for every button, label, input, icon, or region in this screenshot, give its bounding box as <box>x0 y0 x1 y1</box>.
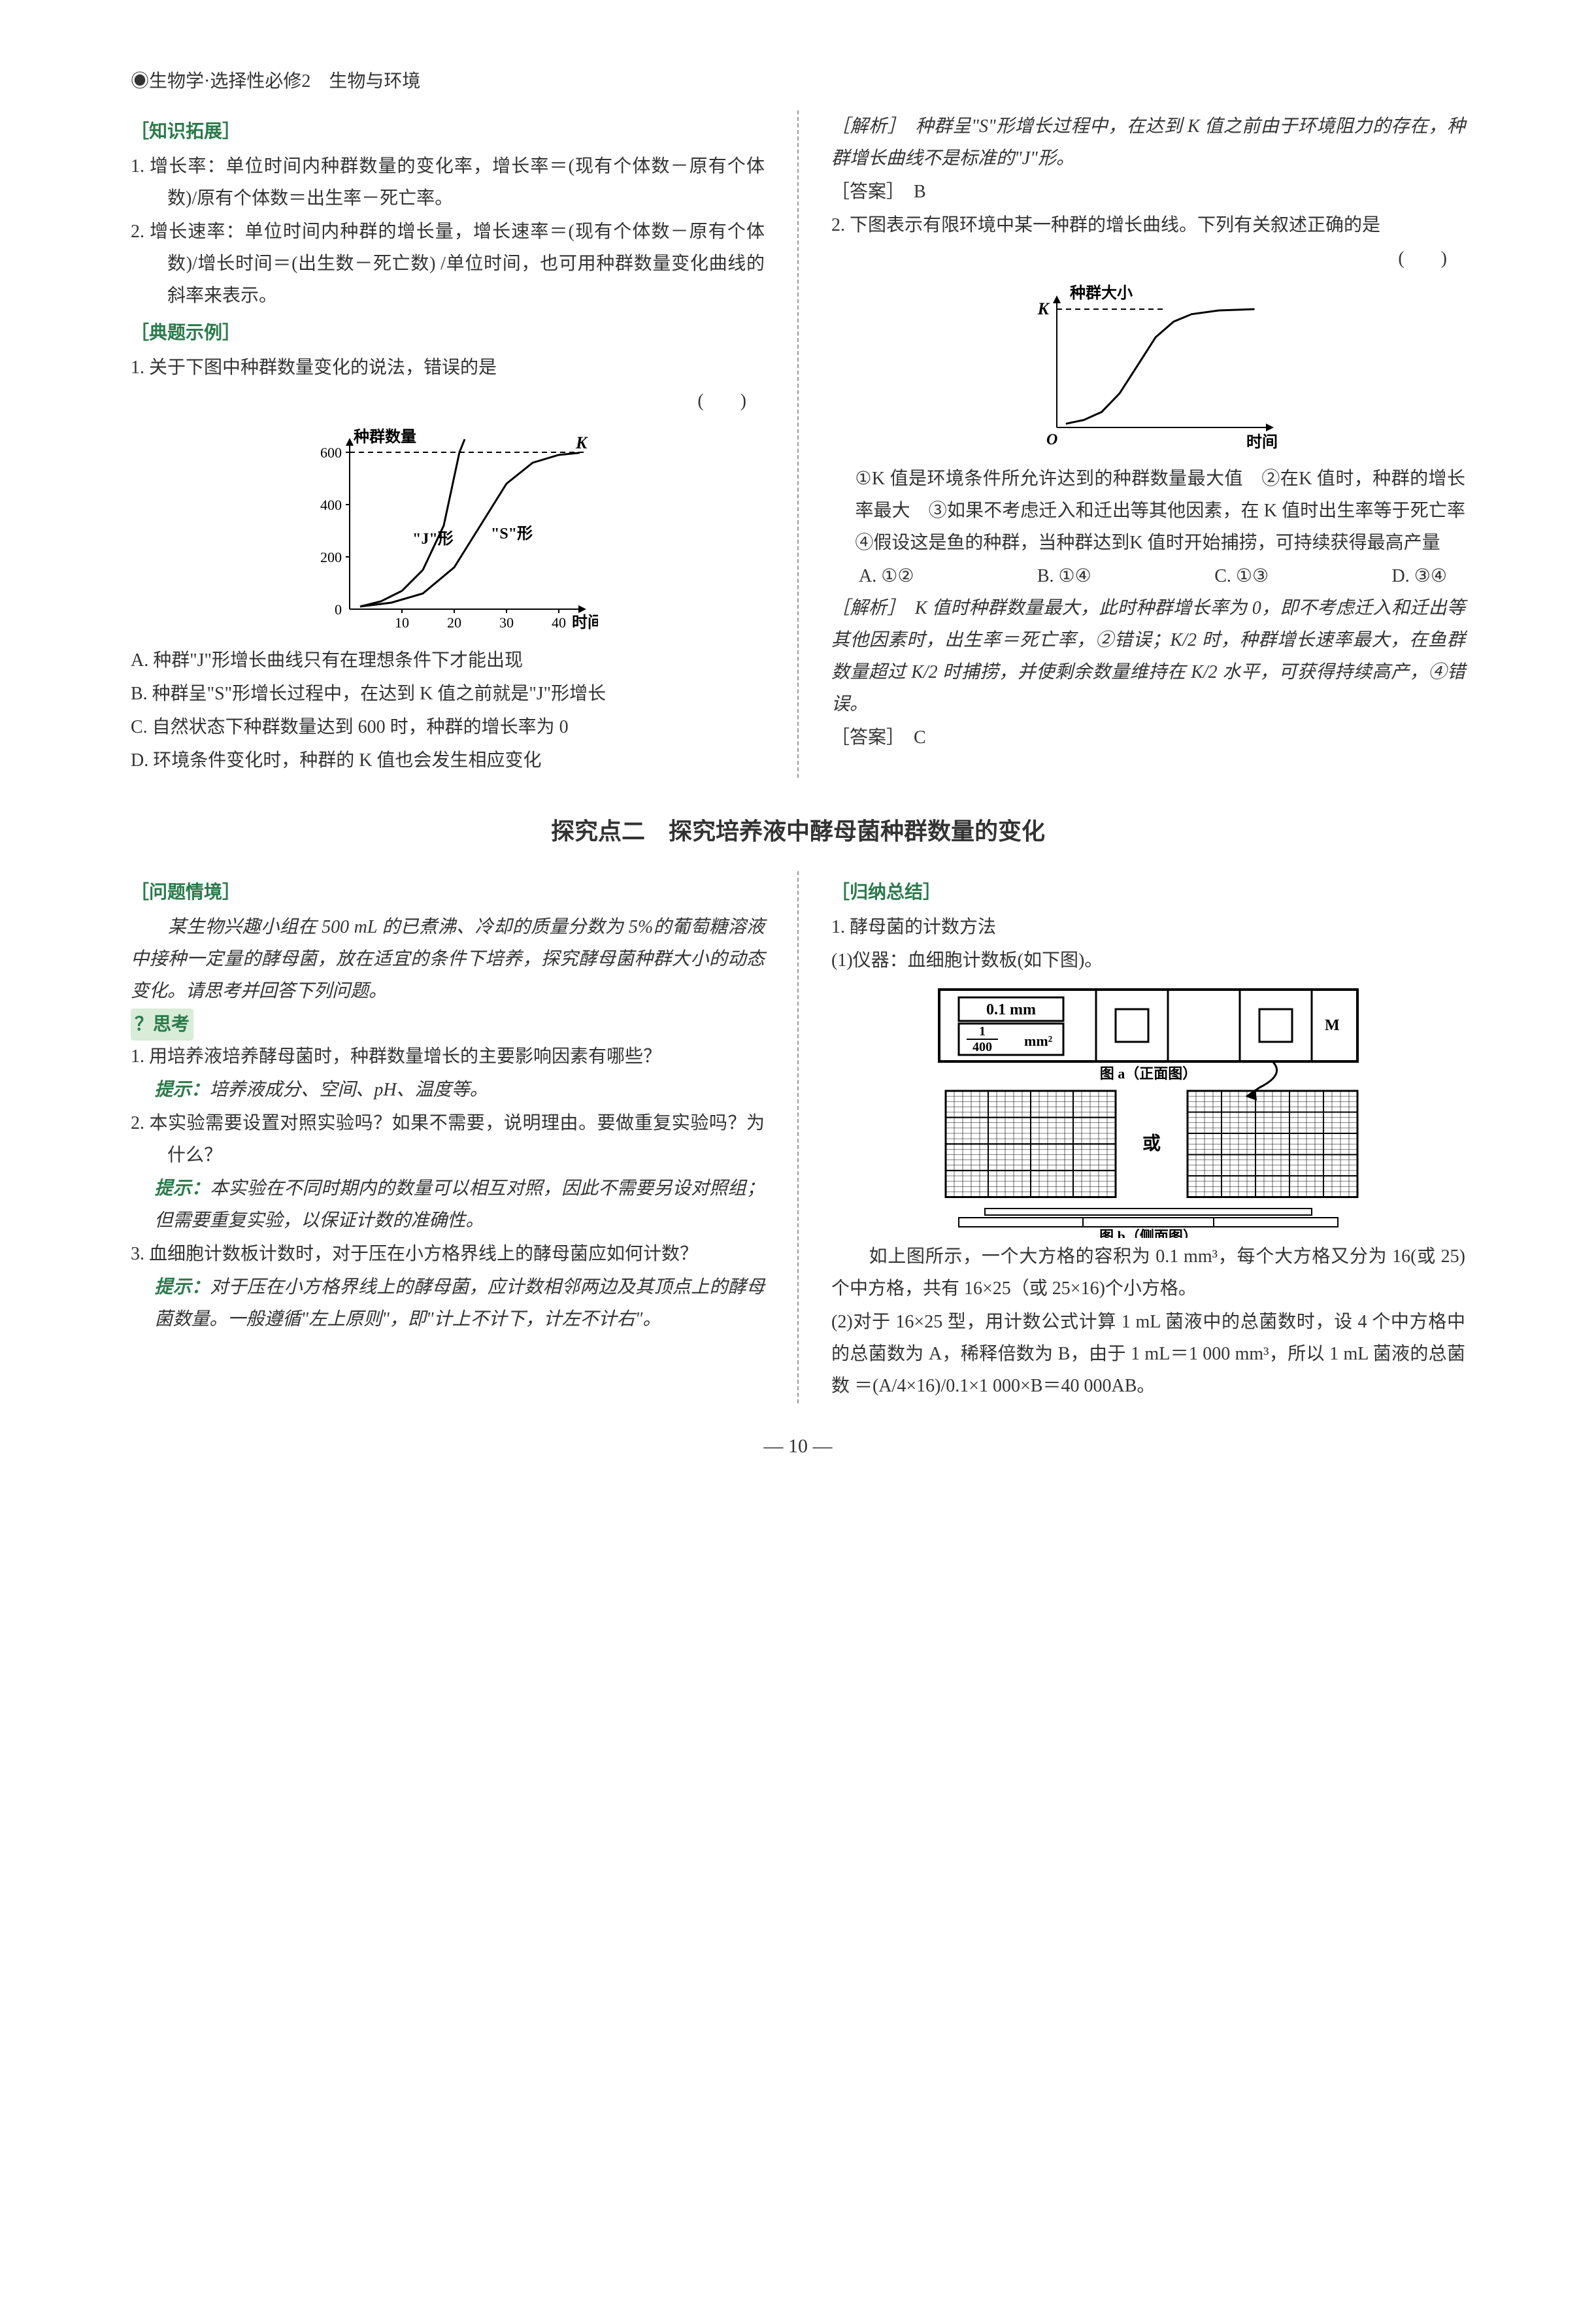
q2-paren: ( ) <box>831 242 1465 275</box>
hint-text-3: 对于压在小方格界线上的酵母菌，应计数相邻两边及其顶点上的酵母菌数量。一般遵循"左… <box>154 1277 765 1329</box>
chart1-svg: 200 400 600 0 10 20 30 40 种群数量时间 K "J"形 "S"形 <box>297 426 598 635</box>
svg-text:时间: 时间 <box>572 614 598 631</box>
svg-text:600: 600 <box>320 444 342 461</box>
q1-opt-d: D. 环境条件变化时，种群的 K 值也会发生相应变化 <box>131 744 765 776</box>
chart2-svg: K 种群大小时间 O <box>1011 284 1286 454</box>
q2-opt-b: B. ①④ <box>1037 560 1091 592</box>
svg-text:mm²: mm² <box>1024 1033 1053 1049</box>
think-label: ？思考 <box>131 1009 193 1041</box>
svg-text:10: 10 <box>395 614 409 631</box>
q2-stem: 2. 下图表示有限环境中某一种群的增长曲线。下列有关叙述正确的是 <box>831 209 1465 241</box>
svg-text:0: 0 <box>335 601 342 618</box>
summary-title: ［归纳总结］ <box>831 876 1465 909</box>
q2-opt-d: D. ③④ <box>1392 560 1447 592</box>
svg-text:0.1 mm: 0.1 mm <box>986 1001 1036 1018</box>
hemo-svg: 0.1 mm1400 mm² M 图 a（正面图） 或图 b（侧面图） <box>920 983 1377 1238</box>
header-suffix: 生物与环境 <box>329 71 420 92</box>
q1-opt-b: B. 种群呈"S"形增长过程中，在达到 K 值之前就是"J"形增长 <box>131 678 765 710</box>
svg-text:K: K <box>575 433 588 452</box>
bottom-columns: ［问题情境］ 某生物兴趣小组在 500 mL 的已煮沸、冷却的质量分数为 5%的… <box>131 871 1465 1403</box>
explanation-1: ［解析］ 种群呈"S"形增长过程中，在达到 K 值之前由于环境阻力的存在，种群增… <box>831 110 1465 175</box>
svg-text:或: 或 <box>1142 1133 1161 1154</box>
answer-1: ［答案］ B <box>831 176 1465 208</box>
think-a2: 提示：本实验在不同时期内的数量可以相互对照，因此不需要另设对照组；但需要重复实验… <box>131 1173 765 1237</box>
svg-text:40: 40 <box>552 614 566 631</box>
q1-opt-a: A. 种群"J"形增长曲线只有在理想条件下才能出现 <box>131 644 765 676</box>
hint-prefix-1: 提示： <box>154 1080 209 1100</box>
svg-text:400: 400 <box>973 1040 992 1054</box>
problem-scenario-title: ［问题情境］ <box>131 876 765 909</box>
page-header: ◉生物学·选择性必修2 生物与环境 <box>131 65 1465 97</box>
think-q3: 3. 血细胞计数板计数时，对于压在小方格界线上的酵母菌应如何计数？ <box>131 1238 765 1270</box>
volume-explain: 如上图所示，一个大方格的容积为 0.1 mm³，每个大方格又分为 16(或 25… <box>831 1241 1465 1305</box>
q2-opt-c: C. ①③ <box>1214 560 1269 592</box>
think-label-wrap: ？思考 <box>131 1009 765 1041</box>
think-a3: 提示：对于压在小方格界线上的酵母菌，应计数相邻两边及其顶点上的酵母菌数量。一般遵… <box>131 1271 765 1335</box>
svg-text:时间: 时间 <box>1246 433 1278 451</box>
svg-text:M: M <box>1325 1017 1340 1034</box>
svg-text:O: O <box>1046 431 1057 448</box>
think-a1: 提示：培养液成分、空间、pH、温度等。 <box>131 1074 765 1106</box>
hint-prefix-2: 提示： <box>154 1178 210 1199</box>
right-column: ［解析］ 种群呈"S"形增长过程中，在达到 K 值之前由于环境阻力的存在，种群增… <box>831 110 1465 778</box>
q1-opt-c: C. 自然状态下种群数量达到 600 时，种群的增长率为 0 <box>131 711 765 743</box>
q2-options-row: A. ①② B. ①④ C. ①③ D. ③④ <box>831 560 1465 592</box>
instrument-line: (1)仪器：血细胞计数板(如下图)。 <box>831 944 1465 976</box>
svg-text:种群大小: 种群大小 <box>1070 284 1133 302</box>
explanation-2: ［解析］ K 值时种群数量最大，此时种群增长率为 0，即不考虑迁入和迁出等其他因… <box>831 592 1465 720</box>
think-q2: 2. 本实验需要设置对照实验吗？如果不需要，说明理由。要做重复实验吗？为什么？ <box>131 1107 765 1171</box>
hint-prefix-3: 提示： <box>154 1277 210 1297</box>
formula-explain: (2)对于 16×25 型，用计数公式计算 1 mL 菌液中的总菌数时，设 4 … <box>831 1306 1465 1402</box>
header-prefix: ◉生物学·选择性必修2 <box>131 71 310 92</box>
hint-text-2: 本实验在不同时期内的数量可以相互对照，因此不需要另设对照组；但需要重复实验，以保… <box>154 1178 765 1231</box>
svg-text:400: 400 <box>320 497 342 513</box>
svg-text:图 b（侧面图）: 图 b（侧面图） <box>1099 1228 1197 1238</box>
chart-j-s-curve: 200 400 600 0 10 20 30 40 种群数量时间 K "J"形 "S"形 <box>131 426 765 635</box>
svg-text:"J"形: "J"形 <box>412 530 454 548</box>
bottom-left-column: ［问题情境］ 某生物兴趣小组在 500 mL 的已煮沸、冷却的质量分数为 5%的… <box>131 871 765 1403</box>
column-divider-top <box>797 110 799 778</box>
counting-method-heading: 1. 酵母菌的计数方法 <box>831 911 1465 943</box>
q2-opt-a: A. ①② <box>859 560 914 592</box>
q1-stem: 1. 关于下图中种群数量变化的说法，错误的是 <box>131 352 765 384</box>
q1-paren: ( ) <box>131 385 765 417</box>
growth-speed-def: 2. 增长速率：单位时间内种群的增长量，增长速率＝(现有个体数－原有个体数)/增… <box>131 216 765 312</box>
think-q1: 1. 用培养液培养酵母菌时，种群数量增长的主要影响因素有哪些？ <box>131 1041 765 1073</box>
svg-text:20: 20 <box>447 614 461 631</box>
page-number-wrap: — 10 — <box>131 1429 1465 1464</box>
svg-text:30: 30 <box>499 614 514 631</box>
chart-logistic: K 种群大小时间 O <box>831 284 1465 454</box>
svg-text:200: 200 <box>320 549 342 565</box>
svg-text:"S"形: "S"形 <box>491 525 533 542</box>
answer-2: ［答案］ C <box>831 722 1465 754</box>
svg-text:1: 1 <box>979 1024 986 1039</box>
scenario-text: 某生物兴趣小组在 500 mL 的已煮沸、冷却的质量分数为 5%的葡萄糖溶液中接… <box>131 911 765 1007</box>
hint-text-1: 培养液成分、空间、pH、温度等。 <box>209 1080 488 1100</box>
hemocytometer-diagram: 0.1 mm1400 mm² M 图 a（正面图） 或图 b（侧面图） <box>831 983 1465 1238</box>
svg-text:种群数量: 种群数量 <box>354 428 416 446</box>
knowledge-extension-title: ［知识拓展］ <box>131 116 765 148</box>
column-divider-bottom <box>797 871 799 1403</box>
q2-items: ①K 值是环境条件所允许达到的种群数量最大值 ②在K 值时，种群的增长率最大 ③… <box>831 463 1465 559</box>
svg-text:K: K <box>1037 299 1050 318</box>
svg-text:图 a（正面图）: 图 a（正面图） <box>1100 1065 1197 1082</box>
left-column: ［知识拓展］ 1. 增长率：单位时间内种群数量的变化率，增长率＝(现有个体数－原… <box>131 110 765 778</box>
bottom-right-column: ［归纳总结］ 1. 酵母菌的计数方法 (1)仪器：血细胞计数板(如下图)。 0.… <box>831 871 1465 1403</box>
example-title: ［典题示例］ <box>131 317 765 349</box>
growth-rate-def: 1. 增长率：单位时间内种群数量的变化率，增长率＝(现有个体数－原有个体数)/原… <box>131 150 765 214</box>
top-columns: ［知识拓展］ 1. 增长率：单位时间内种群数量的变化率，增长率＝(现有个体数－原… <box>131 110 1465 778</box>
section-2-title: 探究点二 探究培养液中酵母菌种群数量的变化 <box>131 810 1465 852</box>
page-number: 10 <box>788 1435 808 1457</box>
